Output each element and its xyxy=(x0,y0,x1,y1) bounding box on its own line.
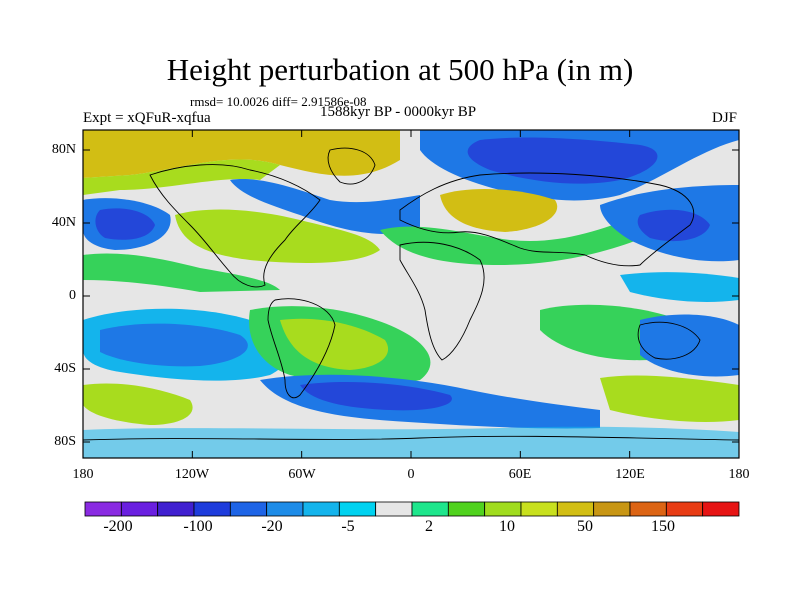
contour-region-sh-pacific-blue xyxy=(100,323,248,367)
lon-label-60w: 60W xyxy=(288,467,316,482)
lat-label-0: 0 xyxy=(69,288,76,303)
contour-region-siberia-deep xyxy=(467,137,658,184)
coastlines xyxy=(83,147,739,441)
lon-label-120w: 120W xyxy=(174,467,210,482)
season-label: DJF xyxy=(712,110,738,126)
colorbar-label-150: 150 xyxy=(651,518,675,535)
contour-region-sh-southwest-yellow xyxy=(83,383,193,425)
colorbar-swatch xyxy=(520,501,558,517)
coastline-australia xyxy=(637,321,701,360)
colorbar-label-minus5: -5 xyxy=(341,518,355,535)
colorbar-swatch xyxy=(593,501,631,517)
colorbar-label-50: 50 xyxy=(577,518,593,535)
contour-region-east-asia-deep xyxy=(637,209,710,242)
contour-region-europe-yellow xyxy=(440,188,558,232)
period-label: 1588kyr BP - 0000kyr BP xyxy=(320,104,477,120)
contour-region-nh-pacific-deep xyxy=(95,208,155,240)
coastline-north-america xyxy=(149,164,321,288)
lat-label-40s: 40S xyxy=(54,361,76,376)
contour-region-sh-southeast-yellow xyxy=(600,375,739,422)
lon-label-120e: 120E xyxy=(615,467,645,482)
lat-label-40n: 40N xyxy=(51,215,76,230)
colorbar-swatch xyxy=(229,501,268,517)
colorbar-swatch xyxy=(484,501,522,517)
contour-region-nh-west-green xyxy=(83,253,280,292)
contour-region-sh-south-deep xyxy=(300,381,452,411)
contour-region-tropics-light xyxy=(620,272,739,303)
lon-label-180w: 180 xyxy=(72,467,94,482)
coastline-africa xyxy=(399,241,485,361)
colorbar-swatch xyxy=(193,501,231,517)
lon-label-180e: 180 xyxy=(728,467,750,482)
contour-region-sh-australia-blue xyxy=(640,314,739,377)
coastline-greenland xyxy=(327,147,376,185)
colorbar-swatch xyxy=(629,501,667,517)
colorbar-swatch xyxy=(302,501,340,517)
contour-field xyxy=(83,130,739,458)
colorbar-swatch xyxy=(157,501,195,517)
colorbar-swatch xyxy=(411,501,449,517)
colorbar-label-2: 2 xyxy=(425,518,433,535)
colorbar-swatch xyxy=(84,501,122,517)
lon-label-60e: 60E xyxy=(508,467,532,482)
contour-region-arctic-yellow xyxy=(83,130,400,178)
colorbar-swatch xyxy=(375,501,413,517)
colorbar-swatch xyxy=(120,501,159,517)
colorbar-swatch xyxy=(556,501,595,517)
contour-region-nh-mid-green xyxy=(175,209,380,263)
contour-region-nw-atlantic-blue xyxy=(230,179,420,235)
coastline-eurasia xyxy=(399,172,695,267)
colorbar-swatch xyxy=(447,501,486,517)
colorbar-swatch xyxy=(702,501,740,517)
colorbar-swatch xyxy=(338,501,377,517)
map-title: Height perturbation at 500 hPa (in m) xyxy=(166,52,634,87)
colorbar-swatch xyxy=(266,501,304,517)
contour-region-arctic-green xyxy=(83,159,280,195)
contour-region-antarctic-light xyxy=(83,426,739,458)
colorbar-label-minus20: -20 xyxy=(261,518,283,535)
colorbar-swatch xyxy=(665,501,704,517)
contour-region-eurasia-green xyxy=(380,215,660,265)
axis-ticks xyxy=(82,130,740,458)
contour-region-sh-atlantic-yellow xyxy=(280,318,389,370)
experiment-label: Expt = xQFuR-xqfua xyxy=(83,110,211,126)
lat-label-80n: 80N xyxy=(51,142,76,157)
colorbar xyxy=(84,501,740,517)
colorbar-label-10: 10 xyxy=(499,518,515,535)
coastline-antarctica xyxy=(83,435,739,441)
colorbar-label-minus200: -200 xyxy=(103,518,133,535)
lat-label-80s: 80S xyxy=(54,434,76,449)
lon-label-0: 0 xyxy=(407,467,415,482)
rmsd-stats: rmsd= 10.0026 diff= 2.91586e-08 xyxy=(190,94,367,109)
colorbar-label-minus100: -100 xyxy=(183,518,213,535)
coastline-south-america xyxy=(267,298,336,399)
